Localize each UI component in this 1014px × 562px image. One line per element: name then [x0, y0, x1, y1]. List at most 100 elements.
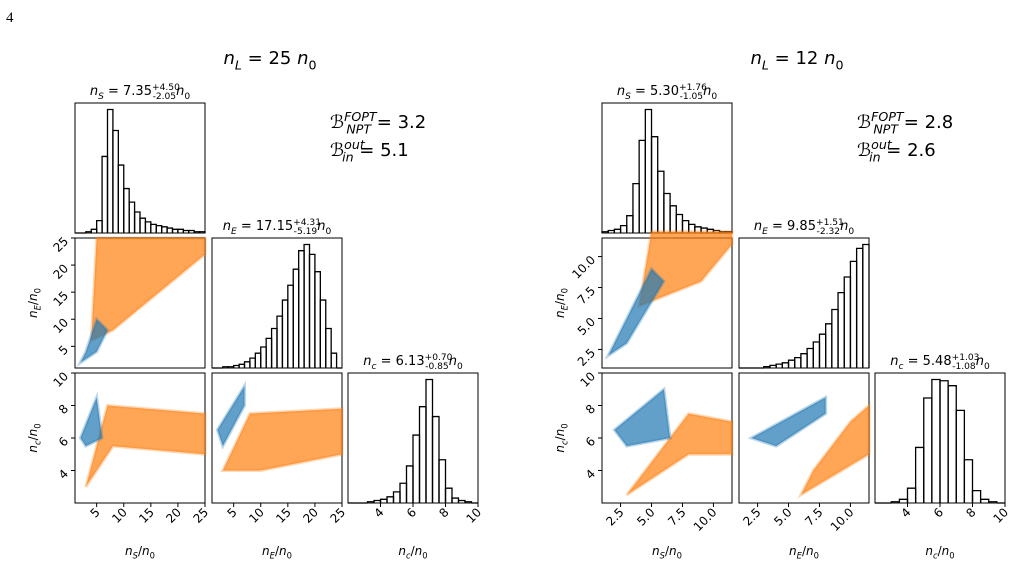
- hist-bar: [632, 182, 640, 233]
- hist-bar: [939, 380, 949, 503]
- hist-bar: [619, 224, 628, 233]
- y-axis-label: nc/n0: [26, 423, 43, 452]
- x-tick-label: 8: [436, 505, 451, 520]
- corner-title: nL = 12 n0: [750, 48, 843, 72]
- hist-title: nc = 5.48+1.03 -1.08n0: [890, 353, 990, 372]
- hist-bar: [831, 308, 839, 368]
- x-tick-label: 10: [463, 505, 484, 526]
- hist-bar: [431, 415, 440, 503]
- hist-bar: [96, 220, 103, 233]
- x-axis-label: nE/n0: [262, 544, 292, 561]
- hist-bar: [166, 227, 174, 233]
- hist-bar: [292, 268, 300, 368]
- x-tick-label: 10.0: [691, 505, 720, 534]
- y-tick-label: 10: [50, 369, 71, 390]
- hist-bar: [663, 192, 671, 233]
- hist-bar: [794, 356, 802, 368]
- hist-bar: [425, 378, 434, 503]
- hist-bar: [325, 327, 332, 368]
- x-tick-label: 5.0: [771, 505, 794, 528]
- y-tick-label: 8: [56, 402, 71, 417]
- hist-bar: [947, 385, 957, 503]
- y-tick-label: 4: [56, 467, 71, 482]
- hist-bar: [270, 327, 278, 368]
- scatter-cloud: [637, 230, 734, 309]
- hist-bar: [444, 487, 453, 503]
- hist-bar: [638, 139, 646, 233]
- hist-bar: [955, 409, 966, 503]
- hist-bar: [979, 498, 990, 503]
- hist-bar: [399, 482, 408, 503]
- hist-bar: [238, 363, 246, 368]
- scatter-cloud: [797, 402, 871, 499]
- scatter-cloud: [76, 316, 110, 367]
- hist-bar: [123, 187, 130, 233]
- y-axis-label: nc/n0: [553, 423, 570, 452]
- hist-bar: [260, 346, 267, 368]
- corner-title: nL = 25 n0: [223, 48, 316, 72]
- scatter-panel: [604, 230, 734, 361]
- hist-bar: [386, 496, 395, 503]
- y-tick-label: 25: [50, 234, 71, 255]
- scatter-cloud: [747, 394, 828, 448]
- y-tick-label: 10.0: [569, 253, 598, 282]
- y-tick-label: 15: [50, 288, 71, 309]
- x-tick-label: 2.5: [603, 505, 626, 528]
- hist-bar: [675, 213, 684, 233]
- hist-bar: [843, 276, 852, 368]
- y-axis-label: nE/n0: [553, 288, 570, 318]
- y-tick-label: 10: [577, 369, 598, 390]
- hist-bar: [418, 406, 427, 503]
- hist-bar: [451, 497, 460, 503]
- hist-bar: [650, 136, 659, 233]
- annotation: ℬout in = 2.6: [857, 137, 936, 165]
- hist-bar: [379, 498, 388, 503]
- x-tick-label: 5: [87, 505, 102, 520]
- hist-bar: [287, 284, 294, 368]
- hist-bar: [150, 223, 157, 233]
- hist-bar: [101, 155, 109, 233]
- scatter-cloud: [78, 391, 104, 449]
- page-number: 4: [6, 10, 14, 26]
- hist-bar: [117, 164, 125, 233]
- scatter-cloud: [612, 386, 672, 448]
- hist-bar: [144, 221, 152, 233]
- hist-bar: [787, 359, 796, 368]
- x-tick-label: 20: [163, 505, 184, 526]
- hist-bar: [914, 446, 925, 503]
- scatter-cloud: [215, 380, 246, 450]
- hist-bar: [171, 228, 179, 233]
- hist-bar: [303, 243, 311, 368]
- x-tick-label: 7.5: [665, 505, 688, 528]
- scatter-panel: [76, 236, 207, 367]
- hist-bar: [438, 459, 447, 503]
- hist-bar: [923, 397, 933, 503]
- hist-bar: [133, 211, 141, 233]
- x-tick-label: 4: [371, 505, 386, 520]
- hist-bar: [812, 341, 821, 368]
- y-tick-label: 5.0: [575, 315, 598, 338]
- annotation: ℬout in = 5.1: [330, 137, 409, 165]
- y-tick-label: 4: [583, 467, 598, 482]
- hist-bar: [155, 224, 163, 233]
- x-tick-label: 10: [246, 505, 267, 526]
- x-tick-label: 6: [404, 505, 419, 520]
- hist-bar: [276, 315, 284, 368]
- hist-bar: [265, 337, 273, 368]
- hist-bar: [669, 205, 677, 233]
- hist-bar: [112, 129, 119, 233]
- hist-bar: [412, 434, 421, 503]
- hist-bar: [405, 465, 414, 503]
- x-tick-label: 25: [327, 505, 348, 526]
- hist-bar: [963, 459, 974, 503]
- hist-bar: [314, 271, 321, 368]
- annotation: ℬFOPT NPT = 2.8: [857, 109, 953, 137]
- x-axis-label: nS/n0: [125, 544, 155, 561]
- hist-bar: [281, 299, 289, 368]
- hist-bar: [308, 253, 316, 368]
- hist-title: nc = 6.13+0.70 -0.85n0: [363, 353, 463, 372]
- hist-bar: [626, 215, 634, 233]
- hist-bar: [644, 108, 653, 233]
- y-tick-label: 8: [583, 402, 598, 417]
